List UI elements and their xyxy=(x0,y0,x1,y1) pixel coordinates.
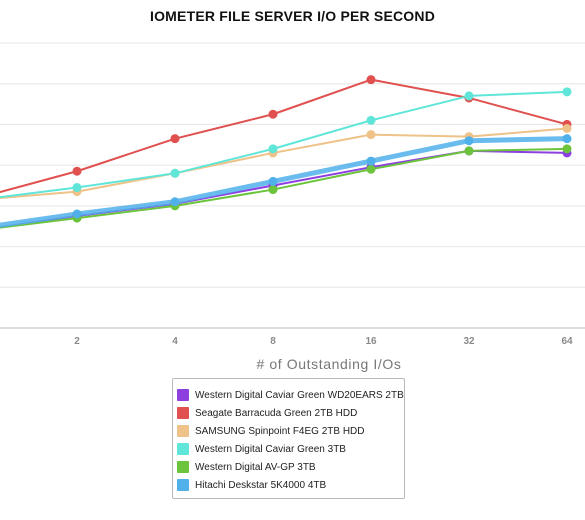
legend-swatch xyxy=(177,443,189,455)
legend-swatch xyxy=(177,461,189,473)
legend-swatch xyxy=(177,479,189,491)
chart-title: IOMETER FILE SERVER I/O PER SECOND xyxy=(149,8,436,24)
legend-item[interactable]: Western Digital Caviar Green 3TB xyxy=(173,440,404,458)
legend-item[interactable]: Western Digital Caviar Green WD20EARS 2T… xyxy=(173,386,404,404)
legend-label: Western Digital AV-GP 3TB xyxy=(195,461,316,473)
x-tick-label: 16 xyxy=(365,336,377,347)
series-points xyxy=(72,75,572,223)
legend-list: Western Digital Caviar Green WD20EARS 2T… xyxy=(173,379,404,494)
x-axis-ticks: 2 4 8 16 32 64 xyxy=(74,336,573,347)
x-tick-label: 4 xyxy=(172,336,178,347)
legend-swatch xyxy=(177,407,189,419)
legend-item[interactable]: Hitachi Deskstar 5K4000 4TB xyxy=(173,476,404,494)
data-point[interactable] xyxy=(562,134,572,144)
data-point[interactable] xyxy=(170,197,180,207)
data-point[interactable] xyxy=(366,75,376,85)
data-point[interactable] xyxy=(562,144,572,154)
data-point[interactable] xyxy=(268,144,278,154)
series-lines xyxy=(0,78,568,229)
data-point[interactable] xyxy=(366,115,376,125)
x-tick-label: 2 xyxy=(74,336,80,347)
line-chart: 2 4 8 16 32 64 # of Outstanding I/Os xyxy=(0,42,585,372)
data-point[interactable] xyxy=(366,164,376,174)
x-axis-label: # of Outstanding I/Os xyxy=(257,356,402,372)
data-point[interactable] xyxy=(366,156,376,166)
data-point[interactable] xyxy=(170,168,180,178)
legend-label: Western Digital Caviar Green WD20EARS 2T… xyxy=(195,389,404,401)
legend-label: SAMSUNG Spinpoint F4EG 2TB HDD xyxy=(195,425,365,437)
legend-item[interactable]: Seagate Barracuda Green 2TB HDD xyxy=(173,404,404,422)
data-point[interactable] xyxy=(72,183,82,193)
x-tick-label: 8 xyxy=(270,336,276,347)
data-point[interactable] xyxy=(72,166,82,176)
data-point[interactable] xyxy=(268,109,278,119)
data-point[interactable] xyxy=(268,185,278,195)
data-point[interactable] xyxy=(464,136,474,146)
data-point[interactable] xyxy=(72,209,82,219)
legend-swatch xyxy=(177,389,189,401)
data-point[interactable] xyxy=(366,130,376,140)
data-point[interactable] xyxy=(464,146,474,156)
legend-label: Seagate Barracuda Green 2TB HDD xyxy=(195,407,358,419)
data-point[interactable] xyxy=(562,124,572,133)
data-point[interactable] xyxy=(464,91,474,101)
x-tick-label: 64 xyxy=(561,336,573,347)
legend-item[interactable]: Western Digital AV-GP 3TB xyxy=(173,458,404,476)
gridlines xyxy=(0,42,585,329)
legend: Western Digital Caviar Green WD20EARS 2T… xyxy=(172,378,405,499)
legend-item[interactable]: SAMSUNG Spinpoint F4EG 2TB HDD xyxy=(173,422,404,440)
x-tick-label: 32 xyxy=(463,336,475,347)
legend-label: Hitachi Deskstar 5K4000 4TB xyxy=(195,479,327,491)
data-point[interactable] xyxy=(562,87,572,97)
legend-swatch xyxy=(177,425,189,437)
data-point[interactable] xyxy=(268,176,278,186)
legend-label: Western Digital Caviar Green 3TB xyxy=(195,443,346,455)
data-point[interactable] xyxy=(170,134,180,144)
